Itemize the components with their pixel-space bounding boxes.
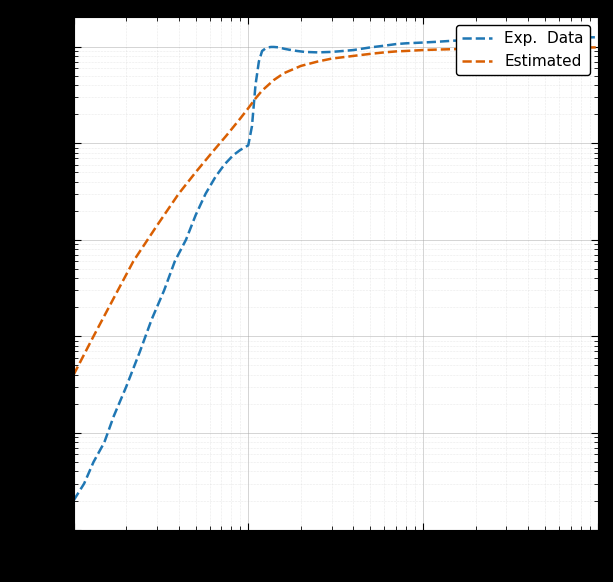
Estimated xyxy=(350,52,357,59)
Estimated xyxy=(567,44,574,51)
Estimated xyxy=(110,294,118,301)
Estimated xyxy=(280,70,287,77)
Estimated xyxy=(314,58,321,65)
Estimated xyxy=(237,115,244,122)
Estimated xyxy=(297,62,305,69)
Estimated xyxy=(381,49,388,56)
Estimated xyxy=(328,55,335,62)
Estimated xyxy=(433,46,441,53)
Estimated xyxy=(70,371,77,378)
Legend: Exp.  Data, Estimated: Exp. Data, Estimated xyxy=(455,25,590,75)
Exp.  Data xyxy=(367,44,374,51)
Estimated xyxy=(472,45,479,52)
Estimated xyxy=(503,45,510,52)
Estimated xyxy=(541,44,549,51)
Estimated xyxy=(192,169,199,176)
Estimated xyxy=(402,48,409,55)
Exp.  Data xyxy=(229,152,237,159)
Estimated xyxy=(89,333,97,340)
Estimated xyxy=(153,222,161,229)
Exp.  Data xyxy=(237,147,244,154)
Estimated xyxy=(594,44,601,51)
Exp.  Data xyxy=(192,212,199,219)
Estimated xyxy=(450,45,457,52)
Line: Estimated: Estimated xyxy=(74,47,598,375)
Line: Exp.  Data: Exp. Data xyxy=(74,37,598,501)
Exp.  Data xyxy=(70,497,77,504)
Estimated xyxy=(208,149,216,156)
Estimated xyxy=(130,258,137,265)
Estimated xyxy=(259,87,266,94)
Estimated xyxy=(223,132,230,139)
Exp.  Data xyxy=(567,34,574,41)
Exp.  Data xyxy=(594,34,601,41)
Estimated xyxy=(367,51,374,58)
Estimated xyxy=(245,105,252,112)
Exp.  Data xyxy=(328,48,335,55)
Estimated xyxy=(419,47,427,54)
Estimated xyxy=(392,48,400,55)
Estimated xyxy=(270,77,278,84)
Estimated xyxy=(175,190,183,197)
Estimated xyxy=(252,95,259,102)
